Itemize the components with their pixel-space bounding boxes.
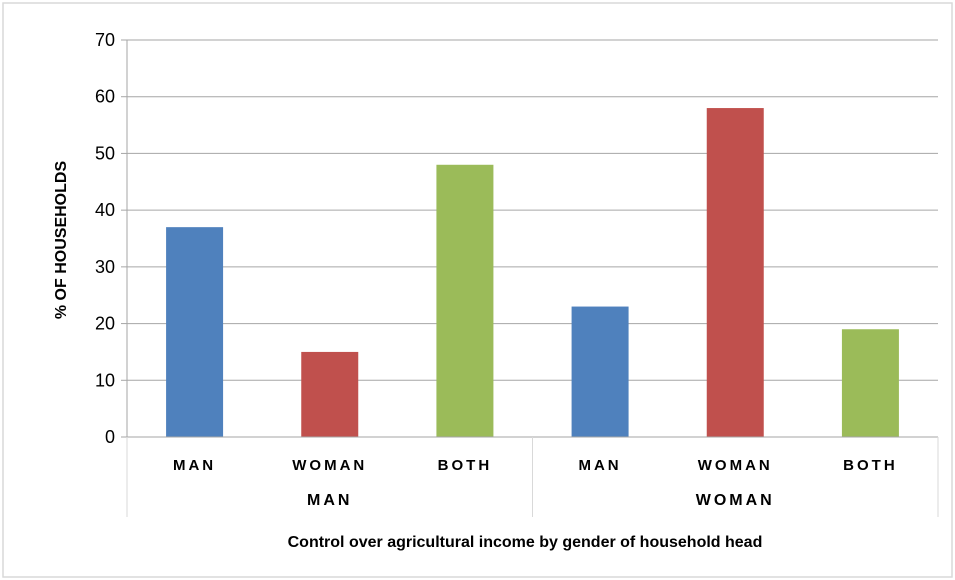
y-tick-label: 70 xyxy=(95,30,115,50)
x-axis-title: Control over agricultural income by gend… xyxy=(288,534,763,551)
gridlines xyxy=(121,39,938,438)
category-label: WOMAN xyxy=(698,457,773,474)
bar xyxy=(571,306,629,437)
category-label: MAN xyxy=(578,457,621,474)
bar xyxy=(166,227,224,437)
group-label: WOMAN xyxy=(696,492,775,509)
bar xyxy=(706,108,764,438)
category-label: BOTH xyxy=(843,457,898,474)
bar xyxy=(436,164,494,437)
category-label: BOTH xyxy=(438,457,493,474)
y-tick-label: 50 xyxy=(95,143,115,163)
category-label: MAN xyxy=(173,457,216,474)
group-labels: MAN WOMAN xyxy=(307,492,775,509)
group-label: MAN xyxy=(307,492,352,509)
category-labels: MAN WOMAN BOTH MAN WOMAN BOTH xyxy=(173,457,898,474)
y-axis-title: % OF HOUSEHOLDS xyxy=(53,161,70,320)
bar xyxy=(841,329,899,437)
y-tick-label: 60 xyxy=(95,87,115,107)
y-tick-label: 40 xyxy=(95,200,115,220)
y-tick-label: 30 xyxy=(95,257,115,277)
y-tick-label: 20 xyxy=(95,314,115,334)
category-label: WOMAN xyxy=(292,457,367,474)
y-tick-labels: 0 10 20 30 40 50 60 70 xyxy=(95,30,115,447)
axes xyxy=(126,40,939,517)
y-tick-label: 10 xyxy=(95,370,115,390)
bars xyxy=(166,108,899,438)
y-tick-label: 0 xyxy=(105,427,115,447)
bar xyxy=(301,351,359,437)
